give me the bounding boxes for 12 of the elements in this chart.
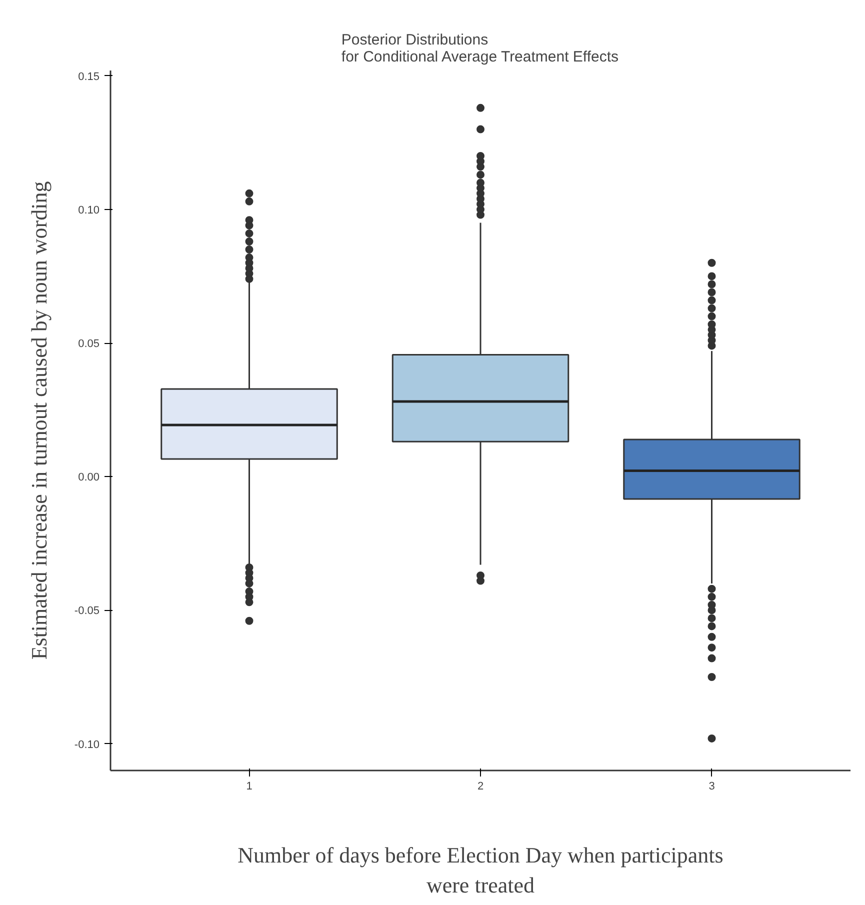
- y-tick-label: 0.10: [78, 204, 100, 216]
- x-tick-label: 2: [477, 780, 484, 792]
- y-tick-label: 0.00: [78, 472, 100, 484]
- y-axis-title: Estimated increase in turnout caused by noun wording: [26, 181, 52, 660]
- y-tick-label: -0.05: [74, 605, 100, 618]
- y-tick-label: -0.10: [74, 738, 100, 751]
- x-tick-label: 3: [708, 780, 715, 792]
- y-tick-label: 0.15: [78, 70, 100, 83]
- x-tick-label: 1: [246, 780, 252, 792]
- x-axis-title: Number of days before Election Day when participants were treated: [238, 842, 724, 898]
- y-tick-label: 0.05: [78, 338, 100, 350]
- chart-title: Posterior Distributions for Conditional Average Treatment Effects: [341, 32, 619, 66]
